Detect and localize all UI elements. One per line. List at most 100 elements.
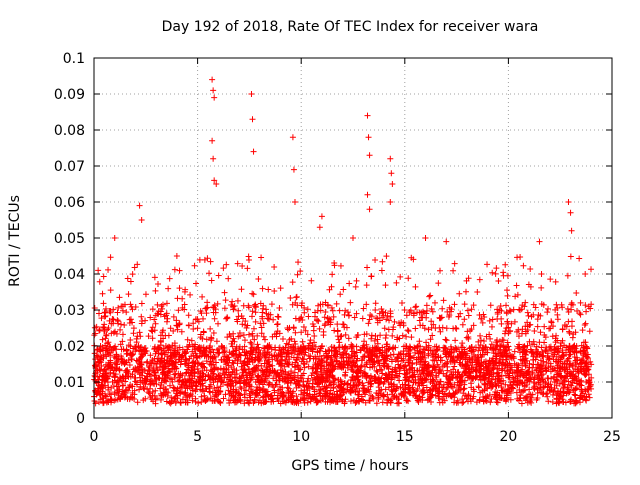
data-point xyxy=(486,391,493,398)
data-point xyxy=(447,392,454,399)
data-point xyxy=(565,199,572,205)
data-point xyxy=(551,388,558,395)
data-point xyxy=(377,390,384,397)
data-point xyxy=(534,316,541,323)
data-point xyxy=(323,384,330,391)
data-point xyxy=(267,396,274,403)
data-point xyxy=(416,338,423,345)
data-point xyxy=(342,307,349,314)
data-point xyxy=(234,260,241,267)
data-point xyxy=(514,367,521,374)
data-point xyxy=(516,380,523,387)
data-point xyxy=(582,302,589,309)
data-point xyxy=(330,384,337,391)
data-point xyxy=(525,281,532,288)
data-point xyxy=(444,384,451,391)
data-point xyxy=(436,388,443,395)
data-point xyxy=(492,270,499,277)
data-point xyxy=(536,365,543,372)
data-point xyxy=(172,370,179,377)
data-point xyxy=(115,304,122,311)
data-point xyxy=(179,378,186,385)
data-point xyxy=(327,387,334,394)
data-point xyxy=(449,358,456,365)
data-point xyxy=(398,319,405,326)
data-point xyxy=(569,373,576,380)
data-point xyxy=(247,339,254,346)
data-point xyxy=(337,383,344,390)
data-point xyxy=(132,348,139,355)
data-point xyxy=(516,386,523,393)
data-point xyxy=(133,379,140,386)
data-point xyxy=(236,380,243,387)
data-point xyxy=(559,304,566,311)
data-point xyxy=(241,337,248,344)
data-point xyxy=(295,348,302,355)
data-point xyxy=(466,345,473,352)
data-point xyxy=(146,378,153,385)
data-point xyxy=(321,314,328,321)
data-point xyxy=(404,327,411,334)
data-point xyxy=(459,340,466,347)
data-point xyxy=(427,391,434,398)
data-point xyxy=(251,336,258,343)
data-point xyxy=(207,325,214,332)
data-point xyxy=(489,383,496,390)
data-point xyxy=(507,396,514,403)
data-point xyxy=(317,371,324,378)
data-point xyxy=(572,329,579,336)
data-point xyxy=(300,396,307,403)
data-point xyxy=(332,352,339,359)
data-point xyxy=(199,370,206,377)
data-point xyxy=(309,348,316,355)
data-point xyxy=(363,359,370,366)
data-point xyxy=(257,386,264,393)
data-point xyxy=(547,343,554,350)
data-point xyxy=(105,339,112,346)
data-point xyxy=(157,332,164,339)
data-point xyxy=(263,306,270,313)
data-point xyxy=(192,341,199,348)
data-point xyxy=(338,364,345,371)
data-point xyxy=(203,367,210,374)
data-point xyxy=(285,390,292,397)
data-point xyxy=(141,348,148,355)
data-point xyxy=(297,374,304,381)
data-point xyxy=(288,335,295,342)
data-point xyxy=(221,289,228,296)
data-point xyxy=(273,381,280,388)
data-point xyxy=(137,354,144,361)
data-point xyxy=(540,352,547,359)
data-point xyxy=(254,373,261,380)
data-point xyxy=(105,386,112,393)
data-point xyxy=(303,358,310,365)
data-point xyxy=(500,387,507,394)
data-point xyxy=(456,348,463,355)
data-point xyxy=(170,327,177,334)
data-point xyxy=(217,400,224,406)
data-point xyxy=(487,302,494,309)
data-point xyxy=(98,315,105,322)
data-point xyxy=(121,322,128,329)
data-point xyxy=(506,370,513,377)
data-point xyxy=(163,312,170,319)
data-point xyxy=(429,350,436,357)
data-point xyxy=(459,321,466,328)
data-point xyxy=(443,385,450,392)
data-point xyxy=(387,199,394,205)
x-tick-label: 25 xyxy=(603,429,621,445)
data-point xyxy=(514,395,521,402)
data-point xyxy=(155,374,162,381)
data-point xyxy=(353,310,360,317)
data-point xyxy=(184,336,191,343)
data-point xyxy=(154,358,161,365)
data-point xyxy=(453,357,460,364)
data-point xyxy=(480,375,487,382)
data-point xyxy=(442,344,449,351)
data-point xyxy=(169,378,176,385)
data-point xyxy=(583,353,590,360)
data-point xyxy=(351,350,358,357)
data-point xyxy=(430,363,437,370)
x-tick-label: 5 xyxy=(193,429,202,445)
